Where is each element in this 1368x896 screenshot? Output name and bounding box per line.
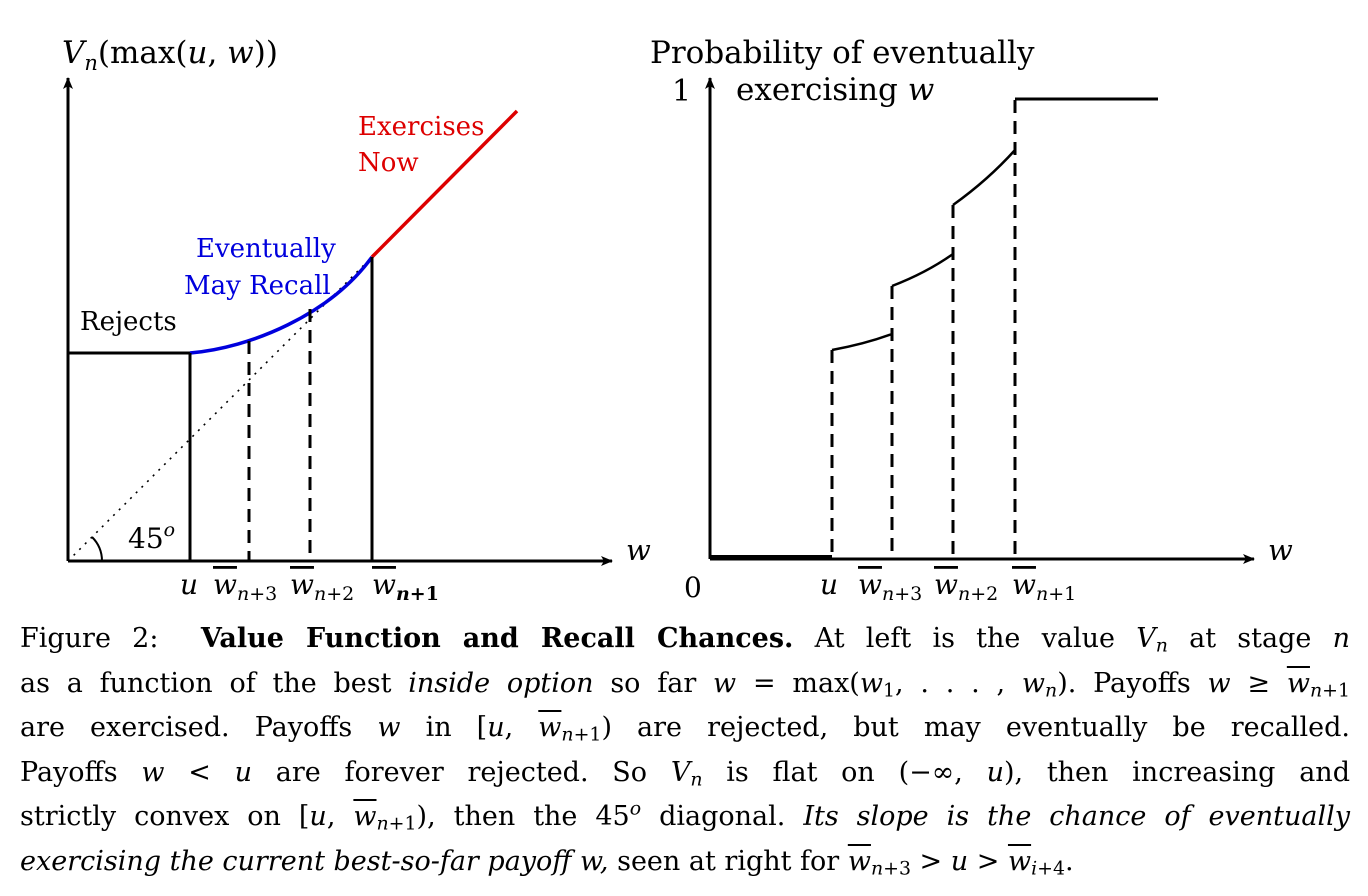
left-tick-wbar-n1: wn+1 xyxy=(372,568,439,605)
caption-line-6: exercising the current best-so-far payof… xyxy=(20,845,1074,880)
left-y-axis-label: Vn(max(u, w)) xyxy=(62,35,278,75)
left-panel: Vn(max(u, w)) w 45o Rejects Eventually M… xyxy=(62,35,651,605)
left-tick-wbar-n2: wn+2 xyxy=(290,568,354,605)
figure-2: Vn(max(u, w)) w 45o Rejects Eventually M… xyxy=(62,35,1293,605)
may-recall-curve xyxy=(189,255,374,355)
caption-line-4: Payoffs w < u are forever rejected. So V… xyxy=(20,756,1350,791)
right-panel: Probability of eventually exercising w 1… xyxy=(650,35,1293,605)
caption-heading: Value Function and Recall Chances. xyxy=(200,623,794,654)
may-recall-label-line2: May Recall xyxy=(184,271,331,301)
right-title-line1: Probability of eventually xyxy=(650,35,1035,71)
left-x-axis-label: w xyxy=(626,533,651,567)
prob-segment-2 xyxy=(891,252,954,288)
angle-label: 45o xyxy=(128,519,175,555)
caption-line-5: strictly convex on [u, wn+1), then the 4… xyxy=(20,797,1351,835)
caption-line-1: Figure 2: Value Function and Recall Chan… xyxy=(20,623,1350,657)
right-tick-wbar-n2: wn+2 xyxy=(934,568,998,605)
figure-caption: Figure 2: Value Function and Recall Chan… xyxy=(20,617,1350,884)
right-tick-u: u xyxy=(820,568,838,601)
prob-segment-1 xyxy=(831,332,893,352)
left-tick-u: u xyxy=(180,568,198,601)
right-y-tick-1: 1 xyxy=(672,74,691,109)
right-tick-wbar-n3: wn+3 xyxy=(858,568,922,605)
exercises-line xyxy=(370,109,519,259)
right-tick-wbar-n1: wn+1 xyxy=(1012,568,1076,605)
right-y-tick-0: 0 xyxy=(684,571,702,604)
angle-arc xyxy=(91,536,103,562)
caption-line-3: are exercised. Payoffs w in [u, wn+1) ar… xyxy=(20,712,1350,746)
caption-line-2: as a function of the best inside option … xyxy=(20,667,1350,702)
left-tick-wbar-n3: wn+3 xyxy=(213,568,277,605)
caption-label: Figure 2: xyxy=(20,623,159,654)
prob-segment-3 xyxy=(952,149,1016,207)
right-x-axis-label: w xyxy=(1268,533,1293,567)
right-title-line2: exercising w xyxy=(736,72,934,108)
exercises-label-line2: Now xyxy=(358,148,419,178)
exercises-label-line1: Exercises xyxy=(358,112,484,142)
rejects-label: Rejects xyxy=(80,307,177,337)
may-recall-label-line1: Eventually xyxy=(196,234,336,264)
